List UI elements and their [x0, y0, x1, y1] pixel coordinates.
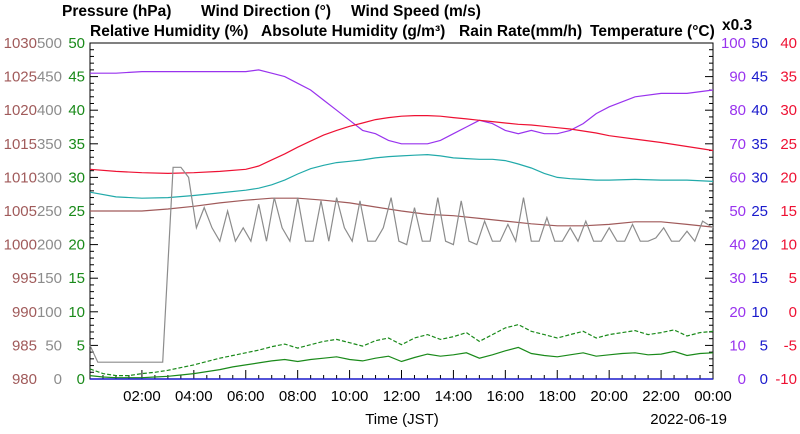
legend-wind-speed: Wind Speed (m/s) — [351, 3, 481, 20]
y-tick-pressure: 990 — [12, 304, 37, 321]
x-tick-label: 02:00 — [123, 388, 161, 405]
x-tick-label: 06:00 — [227, 388, 265, 405]
y-tick-wind-speed: 15 — [68, 270, 85, 287]
y-tick-humidity: 80 — [729, 102, 746, 119]
y-tick-rain-rate: 5 — [760, 337, 768, 354]
y-tick-temperature: 35 — [780, 69, 797, 86]
y-tick-temperature: 40 — [780, 35, 797, 52]
y-tick-wind-direction: 200 — [37, 237, 62, 254]
x-tick-label: 20:00 — [590, 388, 628, 405]
y-tick-humidity: 10 — [729, 337, 746, 354]
y-tick-humidity: 0 — [738, 371, 746, 388]
y-tick-rain-rate: 35 — [751, 136, 768, 153]
y-tick-wind-speed: 20 — [68, 237, 85, 254]
y-tick-rain-rate: 25 — [751, 203, 768, 220]
y-tick-temperature: 5 — [789, 270, 797, 287]
x-tick-label: 12:00 — [383, 388, 421, 405]
y-tick-pressure: 1020 — [4, 102, 37, 119]
y-tick-rain-rate: 10 — [751, 304, 768, 321]
series-relative-humidity — [90, 69, 714, 145]
y-tick-rain-rate: 0 — [760, 371, 768, 388]
x-tick-label: 16:00 — [487, 388, 525, 405]
y-tick-temperature: 15 — [780, 203, 797, 220]
y-axis-ticks: 9809859909951000100510101015102010251030… — [4, 35, 797, 388]
y-tick-rain-rate: 30 — [751, 169, 768, 186]
y-tick-rain-rate: 40 — [751, 102, 768, 119]
y-tick-wind-speed: 5 — [77, 337, 85, 354]
y-tick-wind-direction: 500 — [37, 35, 62, 52]
legend-relative-humidity: Relative Humidity (%) — [90, 23, 248, 40]
x-tick-label: 22:00 — [642, 388, 680, 405]
y-tick-wind-direction: 50 — [45, 337, 62, 354]
y-tick-wind-speed: 40 — [68, 102, 85, 119]
y-tick-humidity: 20 — [729, 304, 746, 321]
legend-rain-rate: Rain Rate(mm/h) — [459, 23, 582, 40]
y-tick-humidity: 50 — [729, 203, 746, 220]
y-tick-rain-rate: 45 — [751, 69, 768, 86]
y-tick-temperature: -10 — [775, 371, 797, 388]
y-tick-humidity: 30 — [729, 270, 746, 287]
x-tick-label: 14:00 — [435, 388, 473, 405]
x-tick-label: 00:00 — [694, 388, 732, 405]
y-tick-wind-speed: 25 — [68, 203, 85, 220]
x-tick-label: 04:00 — [175, 388, 213, 405]
series-pressure-hpa — [90, 197, 714, 228]
y-tick-wind-speed: 35 — [68, 136, 85, 153]
y-tick-humidity: 60 — [729, 169, 746, 186]
y-tick-humidity: 90 — [729, 69, 746, 86]
y-tick-rain-rate: 20 — [751, 237, 768, 254]
y-tick-temperature: 10 — [780, 237, 797, 254]
y-tick-wind-direction: 0 — [54, 371, 62, 388]
y-tick-pressure: 1025 — [4, 69, 37, 86]
y-tick-wind-speed: 50 — [68, 35, 85, 52]
y-tick-pressure: 980 — [12, 371, 37, 388]
legend-temperature: Temperature (°C) — [590, 23, 715, 40]
x-tick-label: 10:00 — [331, 388, 369, 405]
x-tick-label: 08:00 — [279, 388, 317, 405]
legend-absolute-humidity: Absolute Humidity (g/m³) — [261, 23, 445, 40]
series-temperature-c — [89, 114, 714, 175]
y-tick-pressure: 1030 — [4, 35, 37, 52]
x-axis-label: Time (JST) — [365, 411, 439, 428]
y-tick-temperature: 30 — [780, 102, 797, 119]
date-label: 2022-06-19 — [650, 411, 727, 428]
y-tick-pressure: 1005 — [4, 203, 37, 220]
y-tick-temperature: 25 — [780, 136, 797, 153]
y-tick-wind-direction: 450 — [37, 69, 62, 86]
y-tick-humidity: 70 — [729, 136, 746, 153]
series-absolute-humidity-g-m — [89, 153, 714, 199]
y-tick-wind-direction: 300 — [37, 169, 62, 186]
y-tick-wind-speed: 0 — [77, 371, 85, 388]
y-tick-temperature: 20 — [780, 169, 797, 186]
y-tick-temperature: 0 — [789, 304, 797, 321]
y-tick-pressure: 995 — [12, 270, 37, 287]
y-tick-temperature: -5 — [784, 337, 797, 354]
y-tick-rain-rate: 50 — [751, 35, 768, 52]
y-tick-rain-rate: 15 — [751, 270, 768, 287]
y-tick-wind-direction: 150 — [37, 270, 62, 287]
y-tick-pressure: 1010 — [4, 169, 37, 186]
scale-note: x0.3 — [722, 17, 753, 34]
y-tick-wind-speed: 10 — [68, 304, 85, 321]
y-tick-pressure: 985 — [12, 337, 37, 354]
y-tick-wind-direction: 100 — [37, 304, 62, 321]
y-tick-wind-direction: 350 — [37, 136, 62, 153]
y-tick-humidity: 100 — [721, 35, 746, 52]
series-wind-speed-m-s — [89, 346, 714, 379]
y-tick-pressure: 1000 — [4, 237, 37, 254]
y-tick-pressure: 1015 — [4, 136, 37, 153]
legend-pressure: Pressure (hPa) — [62, 3, 171, 20]
x-tick-label: 18:00 — [538, 388, 576, 405]
y-tick-wind-speed: 45 — [68, 69, 85, 86]
series-wind-direction — [89, 166, 714, 363]
y-tick-wind-direction: 400 — [37, 102, 62, 119]
legend-wind-direction: Wind Direction (°) — [201, 3, 331, 20]
x-axis-ticks: 02:00 04:00 06:00 08:00 10:00 12:00 14:00 16:00… — [89, 370, 732, 405]
series-wind-speed-max-m-s — [89, 323, 714, 377]
y-tick-wind-direction: 250 — [37, 203, 62, 220]
series-layer — [89, 69, 714, 380]
y-tick-wind-speed: 30 — [68, 169, 85, 186]
y-tick-humidity: 40 — [729, 237, 746, 254]
